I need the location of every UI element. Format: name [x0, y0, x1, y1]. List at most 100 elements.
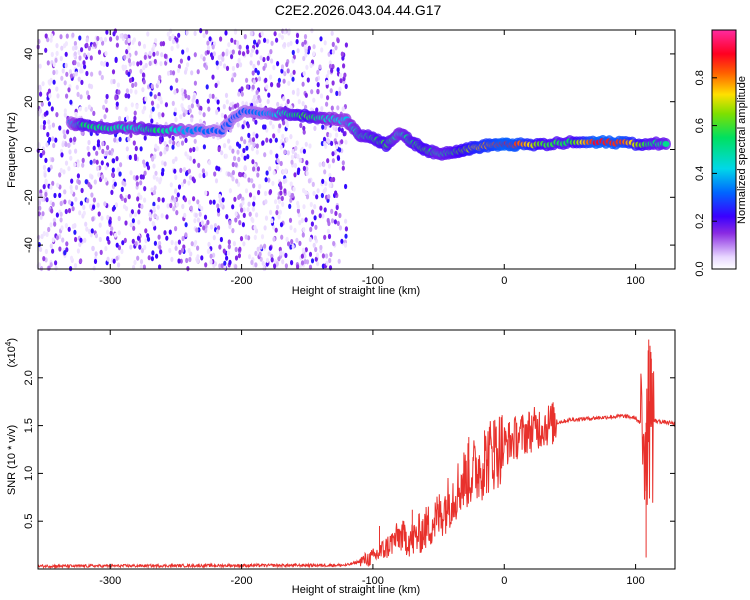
noise-speckle [305, 160, 309, 166]
noise-speckle [55, 112, 59, 118]
noise-speckle [169, 70, 173, 76]
noise-speckle [50, 51, 54, 58]
noise-speckle [59, 55, 63, 62]
noise-speckle [174, 241, 178, 247]
noise-speckle [231, 170, 235, 176]
noise-speckle [241, 51, 246, 57]
noise-speckle [38, 108, 43, 114]
noise-speckle [113, 137, 117, 143]
noise-speckle [227, 244, 231, 250]
noise-speckle [312, 242, 316, 248]
noise-speckle [78, 35, 82, 41]
noise-speckle [258, 183, 262, 190]
noise-speckle [82, 60, 86, 66]
noise-speckle [69, 255, 74, 261]
noise-speckle [216, 203, 220, 209]
noise-speckle [283, 71, 287, 77]
noise-speckle [115, 35, 119, 41]
noise-speckle [74, 196, 78, 202]
noise-speckle [44, 33, 48, 39]
snr-y-multiplier: (x104) [4, 338, 18, 368]
noise-speckle [79, 237, 83, 243]
noise-speckle [234, 246, 238, 253]
noise-speckle [96, 165, 100, 172]
noise-speckle [275, 153, 279, 159]
noise-speckle [311, 209, 315, 215]
noise-speckle [174, 156, 178, 162]
noise-speckle [63, 108, 67, 114]
noise-speckle [200, 220, 204, 226]
noise-speckle [289, 197, 293, 203]
noise-speckle [61, 237, 65, 243]
noise-speckle [291, 244, 295, 250]
noise-speckle [49, 184, 53, 190]
noise-speckle [51, 157, 55, 163]
noise-speckle [239, 236, 244, 242]
x-tick-label: 100 [626, 275, 644, 287]
noise-speckle [240, 86, 244, 92]
noise-speckle [65, 33, 69, 39]
noise-speckle [53, 192, 57, 199]
noise-speckle [177, 184, 182, 190]
noise-speckle [190, 70, 194, 76]
noise-speckle [270, 58, 274, 64]
noise-speckle [202, 32, 206, 39]
noise-speckle [69, 73, 73, 79]
noise-speckle [98, 236, 102, 243]
noise-speckle [104, 150, 109, 156]
noise-speckle [290, 154, 295, 160]
noise-speckle [252, 201, 256, 207]
noise-speckle [252, 79, 256, 85]
noise-speckle [89, 232, 93, 238]
noise-speckle [211, 44, 215, 50]
noise-speckle [129, 212, 133, 218]
noise-speckle [285, 61, 289, 68]
noise-speckle [51, 237, 55, 243]
noise-speckle [319, 205, 323, 211]
noise-speckle [42, 231, 46, 237]
noise-speckle [320, 140, 324, 147]
noise-speckle [93, 179, 97, 185]
noise-speckle [165, 146, 169, 152]
noise-speckle [211, 93, 215, 99]
noise-speckle [129, 244, 133, 250]
noise-speckle [68, 149, 72, 155]
noise-speckle [51, 201, 55, 207]
noise-speckle [87, 104, 91, 110]
noise-speckle [177, 258, 181, 264]
noise-speckle [254, 250, 258, 256]
noise-speckle [281, 133, 285, 139]
noise-speckle [237, 181, 241, 187]
noise-speckle [172, 140, 176, 146]
noise-speckle [296, 48, 300, 54]
noise-speckle [136, 255, 140, 261]
noise-speckle [115, 255, 119, 261]
noise-speckle [156, 204, 160, 210]
noise-speckle [251, 84, 255, 90]
noise-speckle [287, 241, 291, 247]
noise-speckle [73, 51, 77, 57]
noise-speckle [39, 91, 43, 97]
noise-speckle [51, 180, 55, 186]
noise-speckle [179, 114, 183, 120]
noise-speckle [153, 94, 157, 100]
noise-speckle [242, 207, 246, 213]
noise-speckle [319, 93, 324, 99]
noise-speckle [129, 132, 133, 138]
noise-speckle [173, 197, 177, 203]
noise-speckle [141, 72, 146, 78]
noise-speckle [150, 100, 155, 106]
noise-speckle [246, 49, 250, 55]
noise-speckle [104, 98, 108, 104]
noise-speckle [231, 204, 235, 210]
noise-speckle [341, 106, 345, 112]
noise-speckle [79, 68, 83, 74]
noise-speckle [225, 255, 229, 261]
noise-speckle [90, 174, 94, 180]
noise-speckle [239, 62, 243, 68]
y-tick-label: -40 [23, 237, 35, 253]
noise-speckle [70, 189, 74, 195]
noise-speckle [133, 115, 137, 121]
noise-speckle [334, 190, 338, 196]
noise-speckle [47, 101, 52, 107]
